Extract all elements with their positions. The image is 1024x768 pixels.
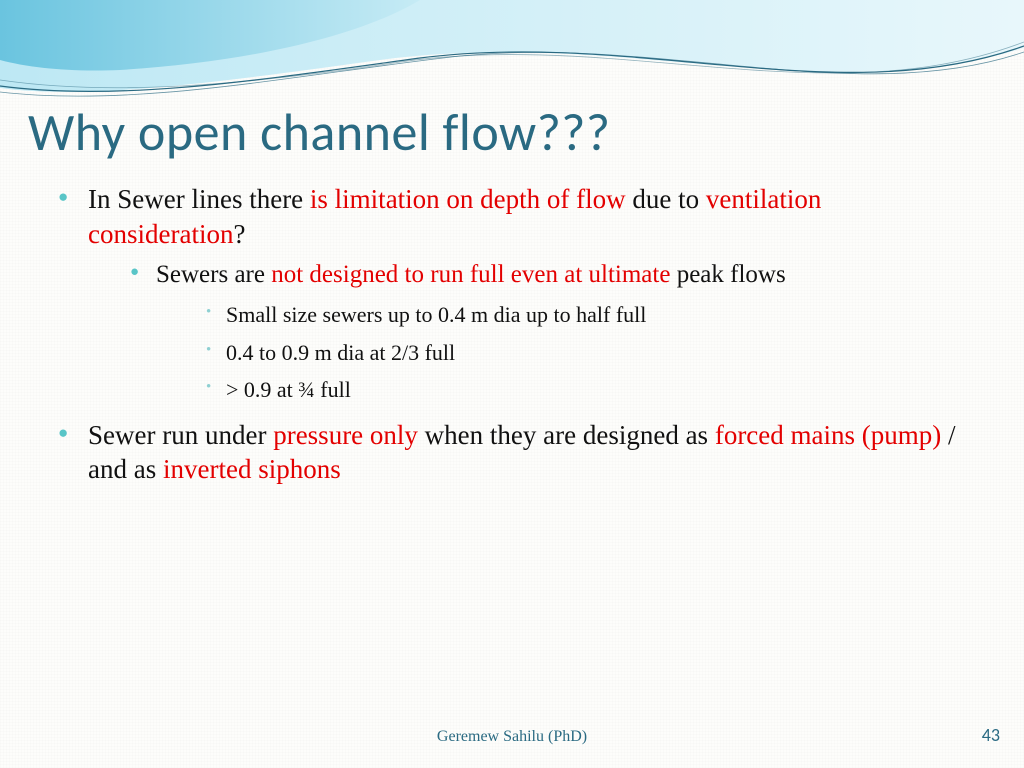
text-seg: when they are designed as <box>425 420 715 450</box>
highlight-text: not designed to run full even at ultimat… <box>271 261 676 288</box>
bullet-lvl1-item: Sewer run under pressure only when they … <box>48 418 984 487</box>
bullet-lvl1-item: In Sewer lines there is limitation on de… <box>48 182 984 404</box>
bullet-list-lvl2: Sewers are not designed to run full even… <box>88 259 984 404</box>
slide-content: Why open channel flow??? In Sewer lines … <box>28 100 984 501</box>
text-seg: Sewers are <box>156 261 271 288</box>
bullet-lvl3-item: Small size sewers up to 0.4 m dia up to … <box>196 301 984 329</box>
bullet-lvl2-item: Sewers are not designed to run full even… <box>120 259 984 404</box>
bullet-lvl3-item: 0.4 to 0.9 m dia at 2/3 full <box>196 339 984 367</box>
highlight-text: forced mains (pump) <box>715 420 948 450</box>
text-seg: Sewer run under <box>88 420 273 450</box>
text-seg: due to <box>632 184 706 214</box>
text-seg: In Sewer lines there <box>88 184 310 214</box>
bullet-list-lvl1: In Sewer lines there is limitation on de… <box>28 182 984 487</box>
highlight-text: inverted siphons <box>163 454 341 484</box>
page-number: 43 <box>982 724 1000 746</box>
highlight-text: is limitation on depth of flow <box>310 184 632 214</box>
highlight-text: pressure only <box>273 420 424 450</box>
text-seg: peak flows <box>677 261 786 288</box>
bullet-lvl3-item: > 0.9 at ¾ full <box>196 376 984 404</box>
slide-title: Why open channel flow??? <box>28 100 984 164</box>
text-seg: ? <box>233 219 245 249</box>
footer-author: Geremew Sahilu (PhD) <box>0 728 1024 746</box>
bullet-list-lvl3: Small size sewers up to 0.4 m dia up to … <box>156 301 984 404</box>
